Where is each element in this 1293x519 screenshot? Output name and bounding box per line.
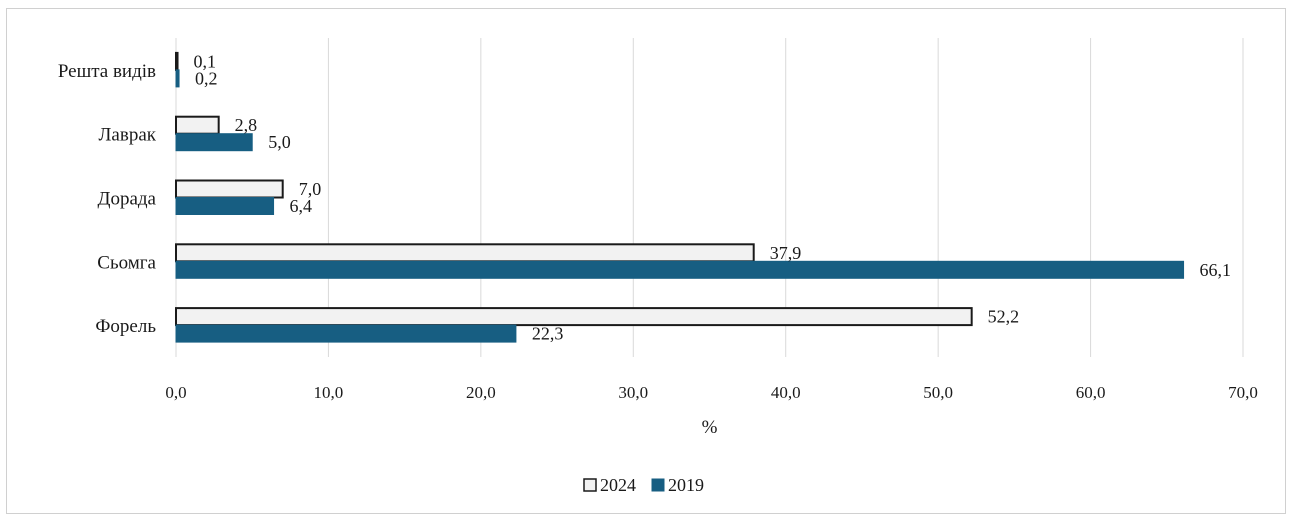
bar-2019-4 <box>175 324 517 343</box>
bar-2024-4 <box>175 307 973 327</box>
category-label: Решта видів <box>58 61 156 82</box>
x-tick-label: 20,0 <box>466 383 496 402</box>
category-label: Форель <box>95 316 156 337</box>
bar-2024-3 <box>175 243 755 263</box>
x-tick-label: 10,0 <box>314 383 344 402</box>
bar-2024-1 <box>175 115 220 135</box>
data-label-2019: 0,2 <box>195 68 218 88</box>
x-tick-label: 0,0 <box>165 383 186 402</box>
bar-2019-2 <box>175 197 275 215</box>
category-label: Лаврак <box>99 125 157 146</box>
data-label-2019: 6,4 <box>290 196 313 216</box>
x-tick-label: 50,0 <box>923 383 953 402</box>
category-labels: Решта видів Лаврак Дорада Сьомга Форель <box>58 61 157 337</box>
data-label-2024: 37,9 <box>770 243 802 263</box>
bar-2019-0 <box>175 69 180 88</box>
legend-swatch-2024 <box>583 478 597 492</box>
x-tick-label: 30,0 <box>618 383 648 402</box>
legend-swatch-2019 <box>651 478 665 492</box>
bar-2024-2 <box>175 179 284 199</box>
bar-2019-1 <box>175 133 253 152</box>
data-label-2019: 5,0 <box>268 132 291 152</box>
bar-2024-0 <box>175 51 179 71</box>
x-tick-label: 70,0 <box>1228 383 1258 402</box>
data-label-2024: 2,8 <box>235 115 258 135</box>
legend: 2024 2019 <box>583 475 704 495</box>
data-label-2024: 7,0 <box>299 179 322 199</box>
legend-label-2024: 2024 <box>600 475 636 495</box>
category-label: Дорада <box>98 189 157 210</box>
value-labels: 0,10,2 2,8 5,0 7,06,4 37,9 66,1 52,2 22,3 <box>194 51 1232 343</box>
data-label-2024: 0,1 <box>194 51 217 71</box>
data-label-2024: 52,2 <box>988 307 1020 327</box>
legend-label-2019: 2019 <box>668 475 704 495</box>
data-label-2019: 66,1 <box>1200 260 1232 280</box>
bar-2019-3 <box>175 260 1185 279</box>
category-label: Сьомга <box>97 252 156 273</box>
x-tick-label: 60,0 <box>1076 383 1106 402</box>
x-tick-labels: 0,0 10,0 20,0 30,0 40,0 50,0 60,0 70,0 <box>165 383 1258 402</box>
gridlines <box>175 38 1244 357</box>
x-tick-label: 40,0 <box>771 383 801 402</box>
data-label-2019: 22,3 <box>532 324 564 344</box>
x-axis-title: % <box>702 417 718 438</box>
bars <box>175 51 1185 343</box>
